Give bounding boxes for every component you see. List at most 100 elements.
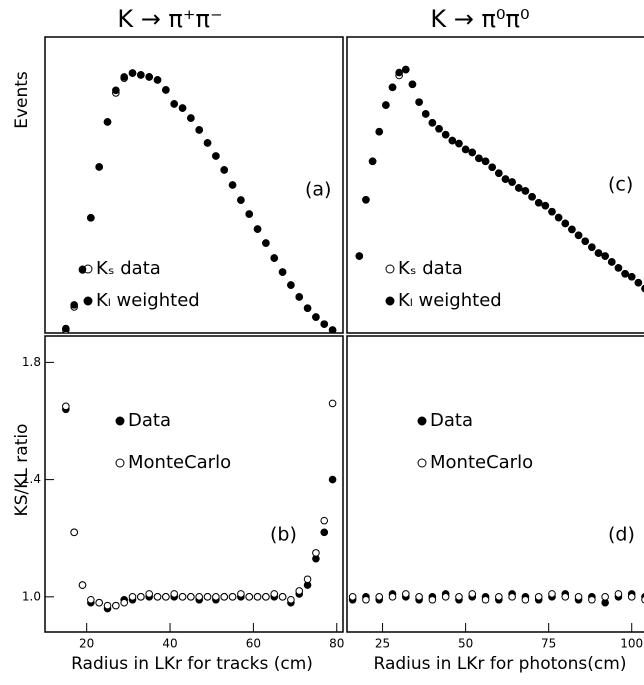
data-point (415, 593, 423, 601)
data-point (112, 601, 120, 610)
data-point (528, 193, 536, 201)
x-tick-label: 20 (79, 637, 94, 651)
data-point (574, 231, 583, 240)
data-point (228, 181, 237, 189)
data-point (178, 593, 187, 601)
data-point (78, 581, 87, 589)
data-point (137, 71, 145, 79)
data-point (607, 258, 616, 266)
data-point (62, 324, 70, 333)
data-point (312, 313, 320, 321)
data-point (170, 590, 179, 598)
y-tick-label: 1.0 (22, 589, 41, 603)
legend-label: MonteCarlo (128, 452, 231, 473)
data-point (137, 593, 145, 601)
data-point (328, 475, 337, 484)
y-tick-label: 1.4 (22, 472, 41, 486)
y-axis-label: KS/KL ratio (12, 424, 32, 517)
data-point (145, 590, 153, 598)
data-point (120, 73, 128, 81)
data-point (388, 83, 397, 92)
data-point (195, 593, 204, 601)
data-point (368, 157, 377, 166)
data-point (594, 249, 603, 257)
panel-frame (346, 335, 644, 633)
data-point (435, 124, 443, 133)
data-point (112, 86, 120, 95)
data-point (203, 593, 212, 601)
legend-label: Kₗ weighted (398, 290, 502, 311)
data-point (508, 593, 516, 601)
data-point (521, 595, 530, 604)
data-point (375, 127, 384, 136)
data-point (588, 595, 596, 604)
data-point (62, 402, 70, 411)
data-point (468, 590, 477, 598)
data-point (534, 593, 543, 601)
data-point (237, 590, 245, 598)
data-point (187, 593, 195, 601)
data-point (270, 254, 279, 262)
legend-marker (417, 458, 427, 468)
data-point (103, 118, 112, 126)
data-point (362, 196, 370, 204)
data-point (601, 252, 609, 260)
data-point (455, 139, 463, 148)
x-tick-label: 60 (246, 637, 261, 651)
data-point (521, 187, 530, 195)
x-axis-label: Radius in LKr for photons(cm) (374, 654, 627, 674)
data-point (312, 549, 320, 557)
data-point (375, 593, 384, 601)
panel-frame (44, 36, 344, 334)
data-point (220, 593, 229, 601)
data-point (627, 272, 636, 281)
data-point (461, 145, 470, 154)
data-point (581, 237, 590, 246)
column-title: K → π⁺π⁻ (117, 5, 222, 33)
data-point (328, 399, 337, 408)
data-point (212, 593, 220, 601)
data-point (634, 278, 643, 287)
data-point (641, 596, 644, 604)
x-tick-label: 75 (541, 637, 556, 651)
data-point (588, 243, 596, 251)
data-point (455, 593, 463, 601)
y-tick-label: 1.8 (22, 355, 41, 369)
data-point (548, 207, 556, 216)
data-point (388, 593, 397, 601)
legend-marker (385, 264, 395, 274)
data-point (87, 595, 95, 604)
data-point (382, 101, 390, 109)
data-point (228, 593, 237, 601)
panel-annotation: (d) (608, 524, 635, 546)
data-point (395, 68, 403, 77)
data-point (212, 152, 220, 160)
data-point (627, 593, 636, 601)
data-point (303, 304, 312, 312)
panel-frame (44, 335, 344, 633)
data-point (534, 198, 543, 207)
data-point (441, 130, 450, 139)
data-point (278, 268, 287, 276)
data-point (441, 593, 450, 601)
data-point (320, 320, 329, 328)
data-point (468, 148, 477, 157)
data-point (355, 252, 364, 260)
data-point (103, 601, 112, 610)
data-point (601, 593, 609, 601)
data-point (641, 284, 644, 293)
data-point (428, 119, 437, 127)
data-point (402, 590, 410, 598)
y-axis-label: Events (12, 71, 32, 129)
data-point (95, 598, 103, 607)
data-point (295, 293, 304, 301)
data-point (153, 76, 162, 84)
data-point (262, 239, 270, 247)
data-point (320, 528, 329, 537)
data-point (162, 593, 170, 601)
data-point (170, 100, 179, 108)
data-point (253, 593, 262, 601)
legend-marker (385, 296, 395, 306)
data-point (187, 114, 195, 122)
x-axis-label: Radius in LKr for tracks (cm) (71, 654, 313, 674)
